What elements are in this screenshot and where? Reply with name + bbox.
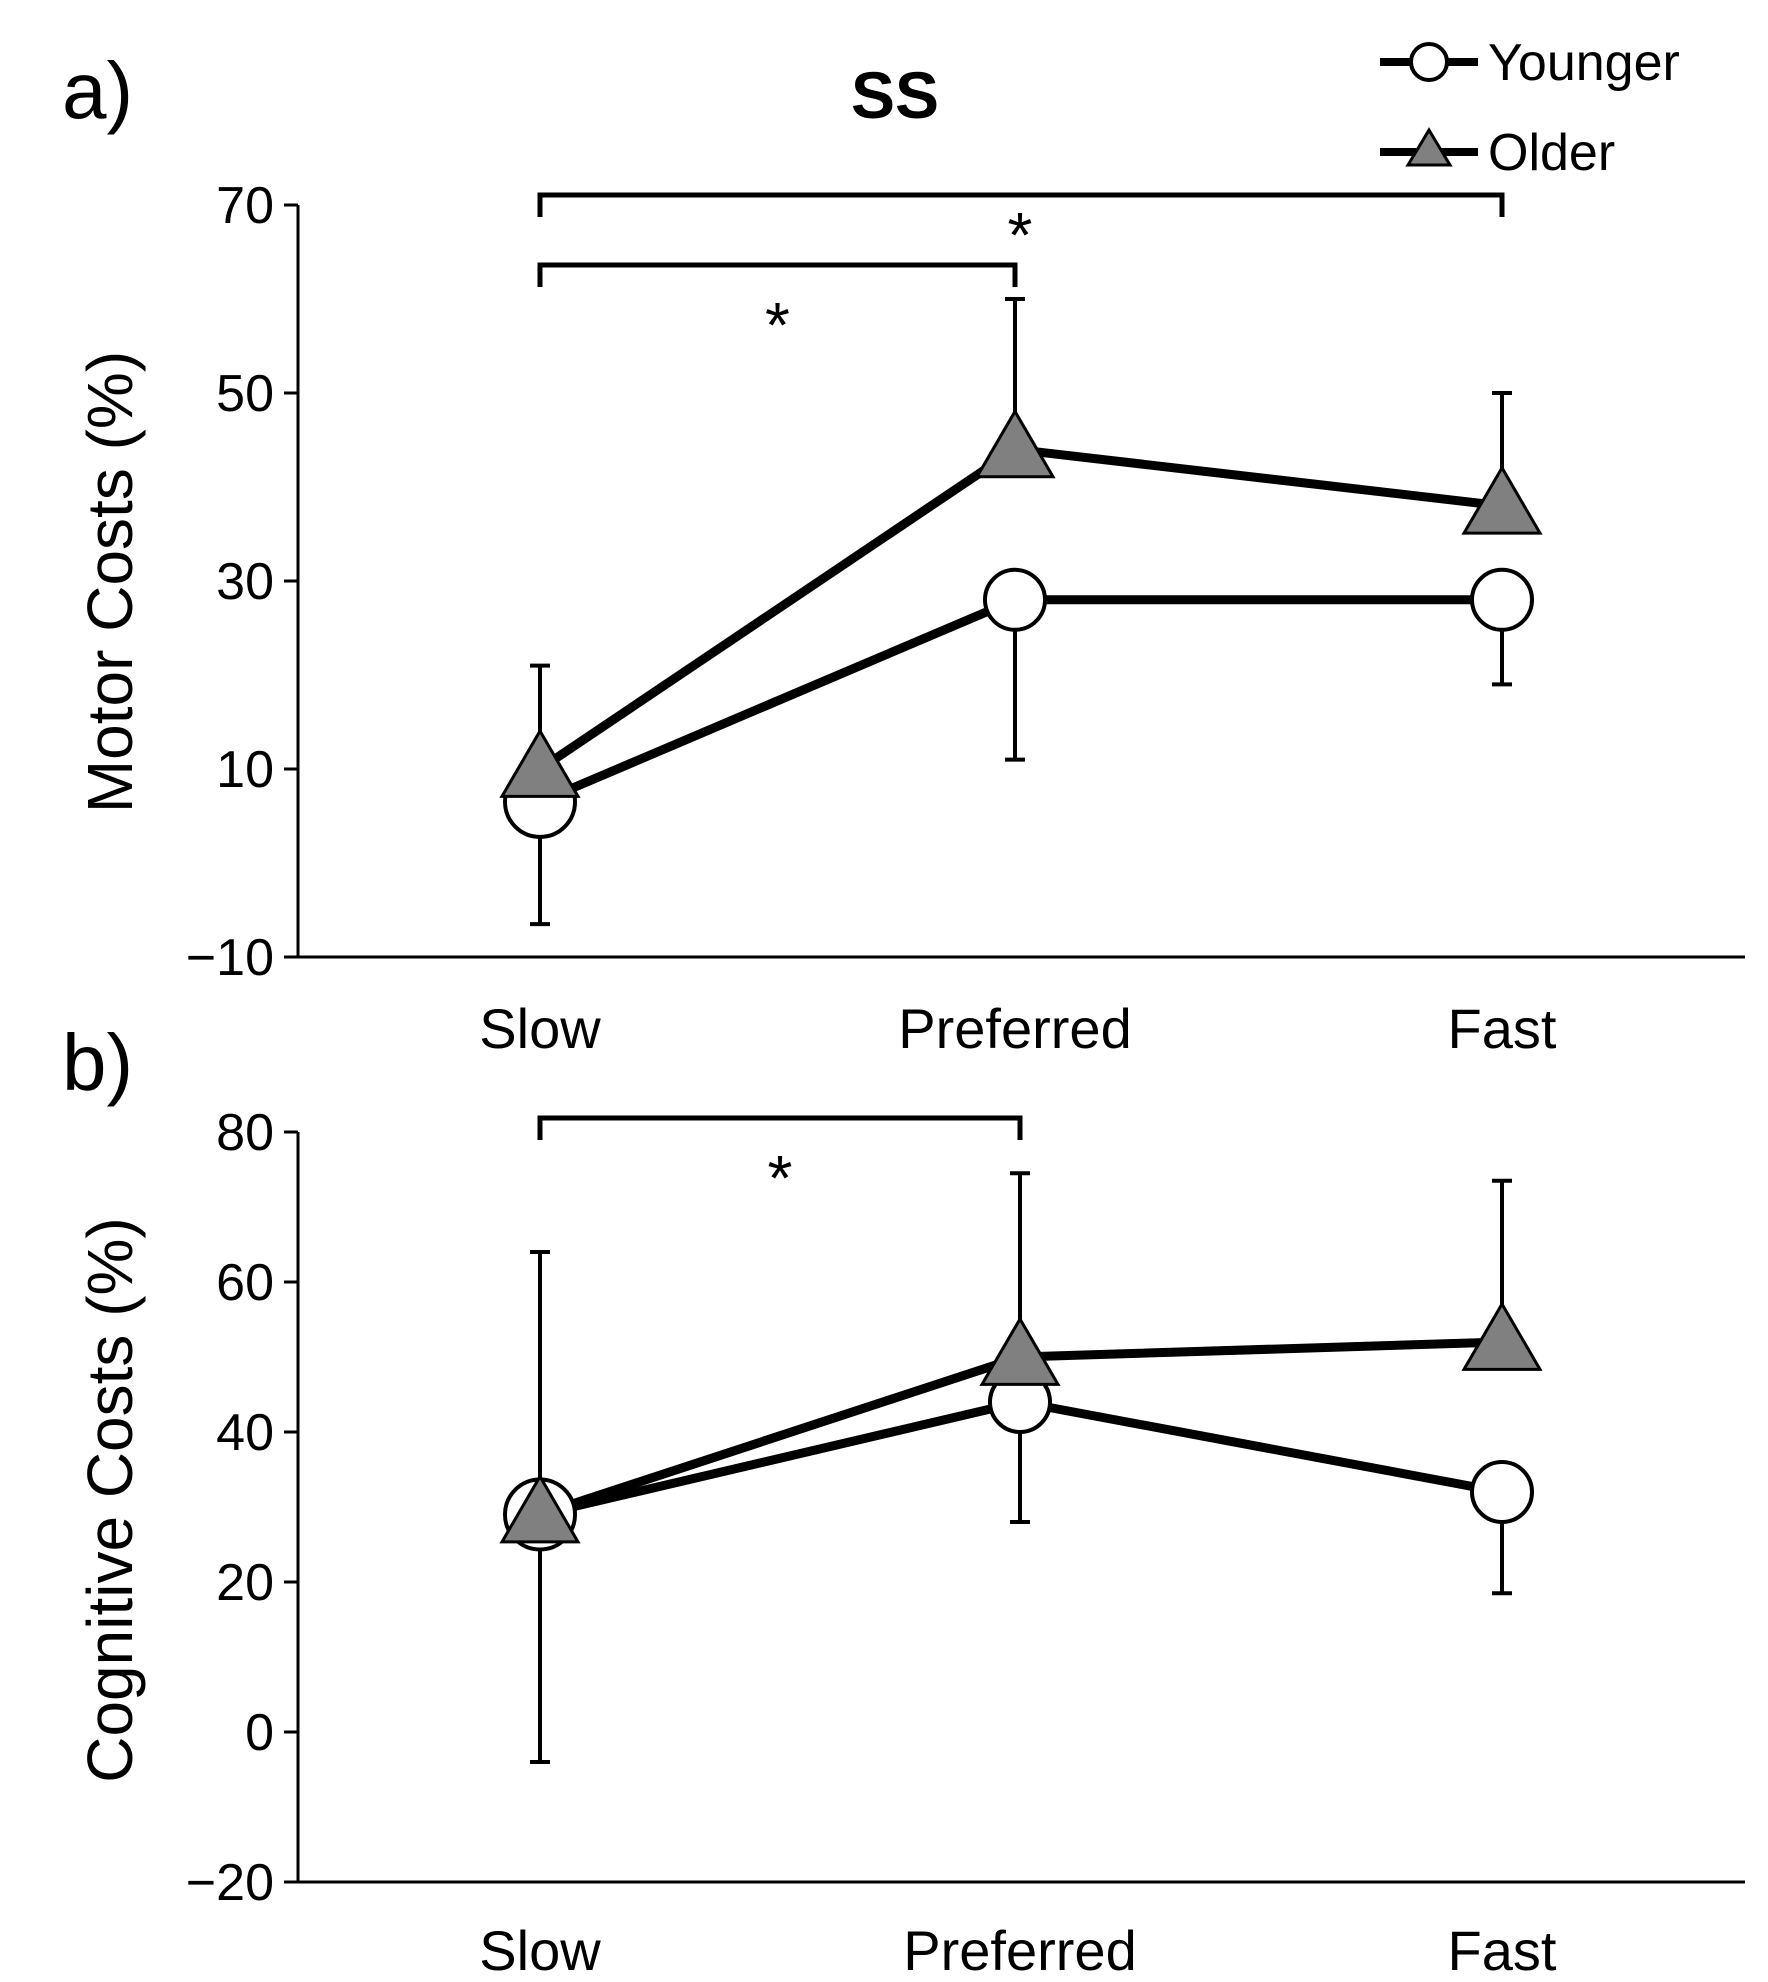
panel-a-older-point [1461, 464, 1543, 535]
panel-b-y-tick-label: 40 [216, 1404, 274, 1462]
panel-a-older-point [499, 728, 581, 798]
panel-a-significance-star: * [765, 289, 790, 361]
panel-a-x-tick-label: Slow [479, 997, 601, 1060]
panel-a-y-tick-label: 30 [216, 553, 274, 611]
panel-a-y-tick-label: 10 [216, 741, 274, 799]
panel-a-y-tick-label: −10 [186, 929, 274, 987]
panel-a-younger-point [1470, 567, 1534, 632]
panel-b-x-tick-label: Fast [1448, 1919, 1557, 1982]
panel-b-label: b) [62, 1018, 133, 1107]
panel-b-older-point [979, 1316, 1061, 1386]
panel-b-older-point [1461, 1301, 1543, 1371]
legend: Younger Older [1380, 34, 1680, 182]
panel-a-significance-star: * [1008, 199, 1033, 271]
panel-a-y-tick-label: 50 [216, 365, 274, 423]
panel-b-y-tick-label: 20 [216, 1554, 274, 1612]
panel-b-younger-point [1470, 1460, 1534, 1524]
panel-a-y-axis-title: Motor Costs (%) [74, 351, 146, 813]
panel-a-x-tick-label: Fast [1448, 997, 1557, 1060]
chart-title: SS [851, 58, 939, 132]
panel-b-x-tick-label: Slow [479, 1919, 601, 1982]
panel-a-y-tick-label: 70 [216, 177, 274, 235]
legend-younger-marker [1409, 42, 1449, 82]
panel-b-older-point [499, 1473, 581, 1544]
panel-a-label: a) [62, 46, 133, 135]
legend-younger-label: Younger [1488, 34, 1680, 92]
panel-b-significance-bracket [537, 1115, 1023, 1140]
legend-older-marker [1405, 127, 1453, 167]
panel-a-plot: −10 10 30 50 70 Slow Preferred Fast * * [186, 177, 1745, 1060]
panel-b-y-tick-label: 60 [216, 1254, 274, 1312]
panel-b-x-tick-label: Preferred [903, 1919, 1136, 1982]
panel-b-significance-star: * [768, 1142, 793, 1214]
panel-a-significance-bracket [537, 262, 1018, 287]
panel-b-y-tick-label: 0 [245, 1704, 274, 1762]
panel-b-plot: −20 0 20 40 60 80 Slow Preferred Fast * [186, 1104, 1745, 1982]
panel-a-x-tick-label: Preferred [898, 997, 1131, 1060]
panel-b-y-tick-label: −20 [186, 1854, 274, 1912]
panel-a-significance-bracket [537, 192, 1505, 217]
panel-a-older-point [974, 408, 1056, 479]
legend-older-label: Older [1488, 124, 1615, 182]
panel-b-y-axis-title: Cognitive Costs (%) [74, 1217, 146, 1783]
panel-a-younger-point [983, 567, 1047, 632]
panel-b-y-tick-label: 80 [216, 1104, 274, 1162]
